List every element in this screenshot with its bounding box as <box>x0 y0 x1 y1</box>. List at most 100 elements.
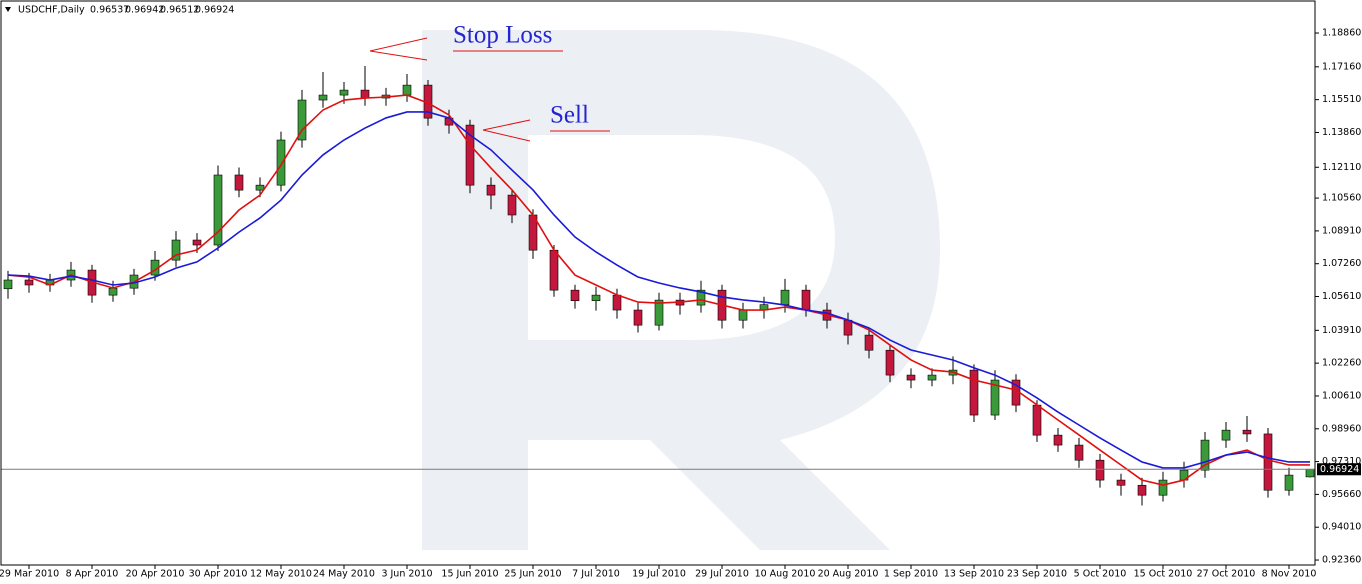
x-tick-label: 15 Oct 2010 <box>1134 569 1193 580</box>
annotation-arrow <box>482 129 531 142</box>
x-tick-label: 23 Sep 2010 <box>1007 569 1067 580</box>
annotation-arrow <box>369 50 428 61</box>
y-tick-label: 1.17160 <box>1322 61 1361 72</box>
candle-body <box>612 294 622 311</box>
candle-body <box>885 349 895 376</box>
candle-body <box>1284 474 1294 491</box>
candle-body <box>507 194 517 216</box>
annotation-text: Stop Loss <box>453 22 552 49</box>
candle-body <box>990 379 1000 416</box>
y-tick-label: 1.13860 <box>1322 127 1361 138</box>
y-tick-label: 1.02260 <box>1322 358 1361 369</box>
header-value: 0.96512 <box>160 5 199 16</box>
candle-body <box>633 309 643 326</box>
candle-body <box>696 289 706 306</box>
candle-body <box>843 319 853 336</box>
x-tick-label: 25 Jun 2010 <box>504 569 561 580</box>
y-tick-label: 1.00610 <box>1322 390 1361 401</box>
y-tick-label: 1.08910 <box>1322 225 1361 236</box>
y-tick-label: 0.92360 <box>1322 555 1361 566</box>
annotation-text: Sell <box>550 102 589 129</box>
candle-body <box>549 249 559 291</box>
x-tick-label: 29 Jul 2010 <box>695 569 749 580</box>
x-tick-label: 19 Jul 2010 <box>632 569 686 580</box>
y-tick-label: 1.15510 <box>1322 94 1361 105</box>
header-value: 0.96924 <box>195 5 234 16</box>
candle-body <box>864 334 874 351</box>
x-tick-label: 3 Jun 2010 <box>381 569 432 580</box>
candle-body <box>255 184 265 191</box>
y-tick-label: 0.94010 <box>1322 522 1361 533</box>
y-tick-label: 0.98960 <box>1322 423 1361 434</box>
x-tick-label: 24 May 2010 <box>313 569 375 580</box>
candle-body <box>339 89 349 96</box>
y-tick-label: 1.18860 <box>1322 28 1361 39</box>
x-tick-label: 8 Nov 2010 <box>1262 569 1317 580</box>
candle-body <box>108 287 118 296</box>
candle-body <box>1053 434 1063 446</box>
moving-average-line <box>7 94 1310 486</box>
x-tick-label: 20 Aug 2010 <box>818 569 879 580</box>
x-tick-label: 27 Oct 2010 <box>1197 569 1256 580</box>
y-tick-label: 0.95660 <box>1322 489 1361 500</box>
y-tick-label: 1.05610 <box>1322 291 1361 302</box>
candle-body <box>1116 479 1126 486</box>
candle-body <box>780 289 790 305</box>
y-tick-label: 1.03910 <box>1322 325 1361 336</box>
candle-body <box>1263 433 1273 491</box>
annotation-stop-loss: Stop Loss <box>369 22 563 61</box>
header-value: 0.96942 <box>125 5 164 16</box>
candle-body <box>234 174 244 191</box>
candle-body <box>1305 468 1315 478</box>
x-tick-label: 8 Apr 2010 <box>66 569 119 580</box>
x-tick-label: 5 Oct 2010 <box>1074 569 1127 580</box>
x-tick-label: 29 Mar 2010 <box>0 569 59 580</box>
candle-body <box>297 99 307 141</box>
candle-body <box>927 374 937 381</box>
x-tick-label: 30 Apr 2010 <box>189 569 248 580</box>
y-tick-label: 1.12110 <box>1322 162 1361 173</box>
y-tick-label: 0.97310 <box>1322 456 1361 467</box>
plot-border <box>0 0 1316 566</box>
candle-body <box>3 279 13 290</box>
candle-body <box>1074 444 1084 461</box>
candle-body <box>654 299 664 326</box>
annotation-arrow <box>369 37 428 52</box>
candle-body <box>1137 484 1147 496</box>
x-tick-label: 7 Jul 2010 <box>572 569 620 580</box>
candle-body <box>969 369 979 416</box>
candle-body <box>570 289 580 301</box>
annotation-arrow <box>482 119 531 131</box>
candle-body <box>465 124 475 186</box>
candle-body <box>1158 479 1168 496</box>
current-price-box <box>1317 463 1361 476</box>
candle-body <box>213 174 223 246</box>
header-value: 0.96537 <box>90 5 129 16</box>
candle-body <box>171 239 181 261</box>
candle-body <box>486 184 496 196</box>
candle-body <box>1221 429 1231 441</box>
x-tick-label: 13 Sep 2010 <box>944 569 1004 580</box>
candle-body <box>360 89 370 99</box>
candle-body <box>1200 439 1210 471</box>
watermark <box>422 30 940 550</box>
plot-area <box>1 66 1315 506</box>
x-tick-label: 15 Jun 2010 <box>441 569 498 580</box>
candle-body <box>1242 429 1252 435</box>
annotation-sell: Sell <box>482 102 610 142</box>
candle-body <box>402 84 412 96</box>
x-tick-label: 1 Sep 2010 <box>884 569 938 580</box>
menu-triangle <box>5 7 11 12</box>
y-tick-label: 1.07260 <box>1322 258 1361 269</box>
x-tick-label: 10 Aug 2010 <box>755 569 816 580</box>
candle-body <box>1032 404 1042 436</box>
current-price-label: 0.96924 <box>1320 464 1359 475</box>
candle-body <box>591 294 601 301</box>
candle-body <box>738 309 748 321</box>
candle-body <box>318 94 328 101</box>
candle-body <box>276 139 286 186</box>
x-tick-label: 20 Apr 2010 <box>126 569 185 580</box>
candle-body <box>906 374 916 381</box>
candle-body <box>801 289 811 311</box>
